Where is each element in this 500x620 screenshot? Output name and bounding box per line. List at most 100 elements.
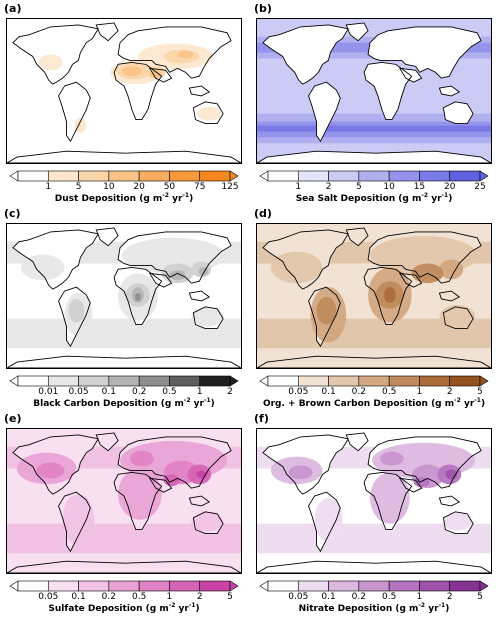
colorbar-tick-label: 0.1 xyxy=(71,592,86,602)
colorbar-tick-label: 15 xyxy=(413,182,426,192)
colorbar-tick-label: 2 xyxy=(227,387,233,397)
north-america-land xyxy=(12,24,99,85)
colorbar-segment xyxy=(199,375,231,387)
ocean-band-south-peak xyxy=(257,125,491,132)
deposition-contour xyxy=(74,117,87,134)
deposition-contour xyxy=(196,470,207,479)
arabia-coastline xyxy=(398,272,423,288)
colorbar-tick-label: 50 xyxy=(163,182,176,192)
organic-brown-carbon-deposition-map xyxy=(256,223,492,369)
south-america-coastline xyxy=(58,286,91,348)
panel-black-carbon-deposition: (c) 0.01 0.05 0.1 0.2 0.5 1 2 Black Carbon Dep… xyxy=(4,207,244,409)
antarctica-coastline xyxy=(257,560,491,573)
greenland-coastline xyxy=(345,22,369,42)
panel-label: (f) xyxy=(254,412,269,425)
colorbar-segment xyxy=(267,580,299,592)
colorbar-tick-label: 0.1 xyxy=(321,387,336,397)
sea-salt-colorbar-ticks: 1 2 5 10 15 20 25 xyxy=(260,182,488,193)
coastlines xyxy=(7,22,241,163)
colorbar-segment xyxy=(358,375,390,387)
sulfate-colorbar-title: Sulfate Deposition (g m-2 yr-1) xyxy=(48,602,200,614)
greenland-land xyxy=(346,432,369,451)
deposition-contour xyxy=(177,50,194,59)
australia-coastline xyxy=(442,101,474,124)
north-america-coastline xyxy=(12,434,99,495)
africa-land xyxy=(364,62,412,120)
north-america-coastline xyxy=(262,24,349,85)
colorbar-segment xyxy=(78,580,110,592)
colorbar-tick-label: 125 xyxy=(221,182,239,192)
africa-coastline xyxy=(113,266,163,326)
colorbar-tick-label: 1 xyxy=(416,387,423,397)
colorbar-tick-label: 1 xyxy=(166,592,173,602)
colorbar-segment xyxy=(419,375,451,387)
deposition-contour xyxy=(316,296,337,325)
indonesia-coastline xyxy=(438,290,461,302)
arabia-coastline xyxy=(148,477,173,493)
colorbar-segment xyxy=(267,375,299,387)
colorbar-min-extension xyxy=(259,170,269,182)
arabia-coastline xyxy=(148,272,173,288)
antarctica-coastline xyxy=(257,355,491,368)
colorbar-tick-label: 1 xyxy=(295,182,302,192)
colorbar-tick-label: 20 xyxy=(133,182,145,192)
eurasia-coastline xyxy=(117,26,232,79)
greenland-coastline xyxy=(95,432,119,452)
deposition-contour xyxy=(122,66,142,77)
eurasia-coastline xyxy=(367,231,482,284)
nitrate-deposition-map xyxy=(256,428,492,574)
south-america-coastline xyxy=(58,81,91,143)
colorbar-segment xyxy=(388,170,420,182)
deposition-contour xyxy=(191,511,224,532)
black-carbon-colorbar-title: Black Carbon Deposition (g m-2 yr-1) xyxy=(33,397,215,409)
antarctica-land xyxy=(257,356,491,368)
colorbar-segment xyxy=(449,580,481,592)
south-america-coastline xyxy=(308,81,341,143)
deposition-contour xyxy=(134,293,141,301)
colorbar-tick-label: 0.1 xyxy=(321,592,336,602)
colorbar-min-extension xyxy=(9,375,19,387)
sea-salt-colorbar-title: Sea Salt Deposition (g m-2 yr-1) xyxy=(295,192,453,204)
africa-coastline xyxy=(363,61,413,121)
greenland-coastline xyxy=(345,432,369,452)
north-america-coastline xyxy=(12,24,99,85)
colorbar-tick-label: 0.05 xyxy=(38,592,59,602)
colorbar-max-extension xyxy=(229,580,239,592)
antarctica-coastline xyxy=(7,355,241,368)
colorbar-tick-label: 0.5 xyxy=(381,592,397,602)
coastlines xyxy=(257,432,491,573)
panel-label: (b) xyxy=(254,2,272,15)
eurasia-coastline xyxy=(367,436,482,489)
africa-coastline xyxy=(363,471,413,531)
colorbar-segment xyxy=(419,170,451,182)
colorbar-tick-label: 0.2 xyxy=(131,387,147,397)
colorbar-tick-label: 0.5 xyxy=(131,592,147,602)
deposition-contour xyxy=(288,465,313,480)
antarctica-land xyxy=(257,561,491,573)
colorbar-tick-label: 5 xyxy=(477,592,483,602)
colorbar-segment xyxy=(47,580,79,592)
deposition-contour xyxy=(314,498,343,542)
south-america-coastline xyxy=(308,286,341,348)
deposition-contour xyxy=(270,251,323,284)
antarctica-land xyxy=(257,151,491,163)
colorbar-tick-label: 2 xyxy=(196,592,203,602)
australia-coastline xyxy=(442,306,474,329)
colorbar-tick-label: 25 xyxy=(474,182,486,192)
panel-sea-salt-deposition: (b) 1 2 5 10 15 20 25 Sea Salt Deposition (g m… xyxy=(254,2,494,204)
africa-coastline xyxy=(363,266,413,326)
australia-coastline xyxy=(192,101,224,124)
colorbar-segment xyxy=(108,580,140,592)
colorbar-segment xyxy=(297,580,329,592)
deposition-contour xyxy=(68,298,85,323)
colorbar-segment xyxy=(358,580,390,592)
colorbar-min-extension xyxy=(259,375,269,387)
colorbar-tick-label: 0.5 xyxy=(381,387,397,397)
arabia-coastline xyxy=(148,67,173,83)
antarctica-coastline xyxy=(7,560,241,573)
organic-brown-carbon-colorbar-title: Org. + Brown Carbon Deposition (g m-2 yr… xyxy=(262,397,486,409)
colorbar-segment xyxy=(297,170,329,182)
coastlines xyxy=(7,432,241,573)
australia-coastline xyxy=(192,511,224,534)
deposition-contour xyxy=(191,306,224,327)
